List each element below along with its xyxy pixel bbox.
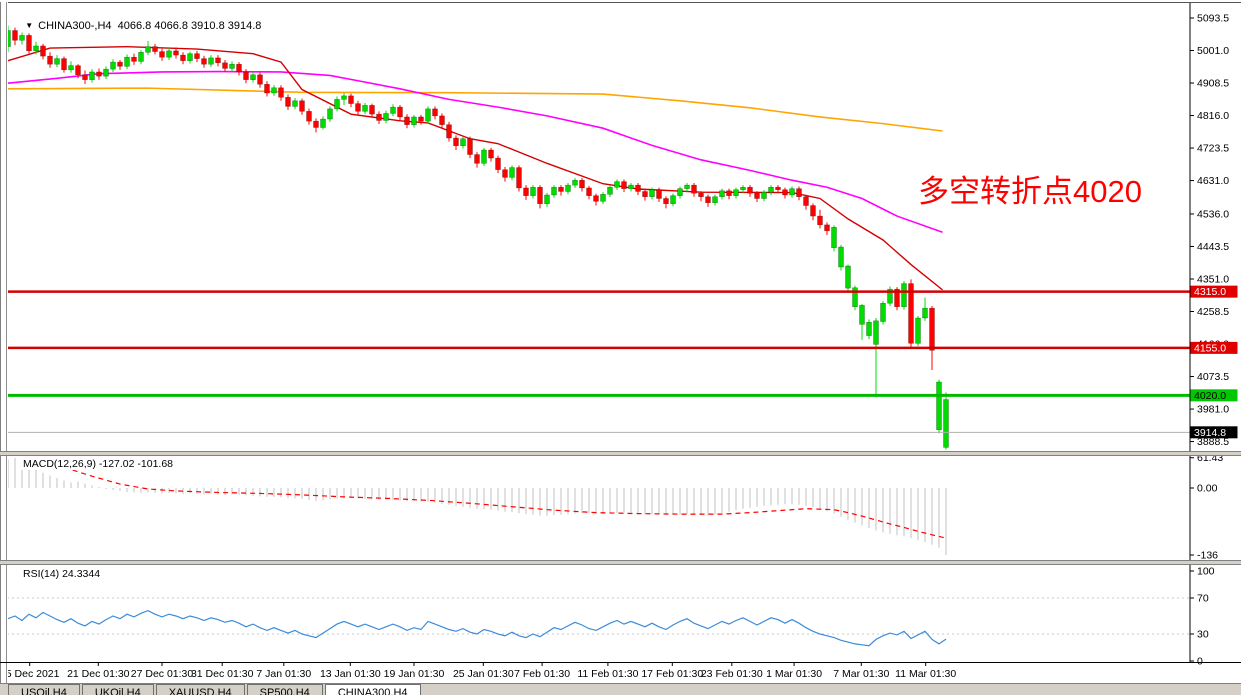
svg-text:7 Feb 01:30: 7 Feb 01:30 <box>514 668 570 680</box>
price-badge-3914.8: 3914.8 <box>1190 426 1238 439</box>
svg-text:-136: -136 <box>1197 549 1218 561</box>
svg-text:0.00: 0.00 <box>1197 483 1218 495</box>
svg-text:15 Dec 2021: 15 Dec 2021 <box>0 668 60 680</box>
pane-bottom-border <box>0 662 1241 663</box>
svg-text:23 Feb 01:30: 23 Feb 01:30 <box>701 668 763 680</box>
macd-histogram <box>7 457 947 555</box>
window-left-frame <box>0 2 8 683</box>
svg-text:4258.5: 4258.5 <box>1197 306 1229 318</box>
rsi-line <box>7 609 947 647</box>
rsi-label: RSI(14) 24.3344 <box>21 568 103 580</box>
pane-splitter-main-macd[interactable] <box>0 451 1241 456</box>
macd-label: MACD(12,26,9) -127.02 -101.68 <box>21 458 175 470</box>
symbol-dropdown-icon[interactable]: ▼ <box>25 21 34 30</box>
tab-bar[interactable]: USOil,H4 UKOil,H4 XAUUSD,H4 SP500,H4 CHI… <box>0 683 1241 695</box>
tab-usoil[interactable]: USOil,H4 <box>8 684 80 695</box>
svg-text:27 Dec 01:30: 27 Dec 01:30 <box>131 668 194 680</box>
svg-text:70: 70 <box>1197 593 1209 605</box>
svg-text:3914.8: 3914.8 <box>1194 427 1226 439</box>
price-badge-4020.0: 4020.0 <box>1190 389 1238 402</box>
svg-text:25 Jan 01:30: 25 Jan 01:30 <box>453 668 514 680</box>
price-axis[interactable]: 5093.5 5001.0 4908.5 4816.0 4723.5 4631.0 4536… <box>1189 2 1229 668</box>
pane-splitter-macd-rsi[interactable] <box>0 560 1241 565</box>
price-badge-4315.0: 4315.0 <box>1190 285 1238 298</box>
title-symbol: CHINA300-,H4 <box>38 20 112 32</box>
svg-text:5093.5: 5093.5 <box>1197 13 1229 25</box>
svg-text:11 Mar 01:30: 11 Mar 01:30 <box>895 668 956 680</box>
price-badge-4155.0: 4155.0 <box>1190 341 1238 354</box>
tab-sp500[interactable]: SP500,H4 <box>246 684 323 695</box>
svg-text:5001.0: 5001.0 <box>1197 45 1229 57</box>
svg-text:30: 30 <box>1197 629 1209 641</box>
svg-text:4816.0: 4816.0 <box>1197 110 1229 122</box>
macd-signal-line <box>28 458 947 539</box>
tab-china300[interactable]: CHINA300,H4 <box>324 684 421 695</box>
svg-text:7 Jan 01:30: 7 Jan 01:30 <box>256 668 311 680</box>
svg-text:3981.0: 3981.0 <box>1197 404 1229 416</box>
svg-text:4020.0: 4020.0 <box>1194 390 1226 402</box>
ma-mid-magenta <box>7 70 943 233</box>
svg-text:4723.5: 4723.5 <box>1197 143 1229 155</box>
ohlc-info[interactable]: ▼ CHINA300-,H4 4066.8 4066.8 3910.8 3914.… <box>13 8 261 44</box>
svg-text:31 Dec 01:30: 31 Dec 01:30 <box>191 668 254 680</box>
window-top-border <box>0 2 1241 3</box>
svg-text:4631.0: 4631.0 <box>1197 175 1229 187</box>
svg-text:3888.5: 3888.5 <box>1197 436 1229 448</box>
svg-text:4536.0: 4536.0 <box>1197 208 1229 220</box>
svg-text:1 Mar 01:30: 1 Mar 01:30 <box>766 668 822 680</box>
svg-text:7 Mar 01:30: 7 Mar 01:30 <box>833 668 889 680</box>
svg-text:100: 100 <box>1197 566 1215 578</box>
tab-ukoil[interactable]: UKOil,H4 <box>81 684 154 695</box>
rsi-levels <box>7 597 1190 635</box>
svg-text:4351.0: 4351.0 <box>1197 273 1229 285</box>
annotation-text[interactable]: 多空转折点4020 <box>918 174 1142 209</box>
svg-text:4155.0: 4155.0 <box>1194 342 1226 354</box>
svg-text:11 Feb 01:30: 11 Feb 01:30 <box>577 668 638 680</box>
title-ohlc-values: 4066.8 4066.8 3910.8 3914.8 <box>117 20 262 32</box>
ma-fast-red <box>7 45 943 291</box>
svg-text:21 Dec 01:30: 21 Dec 01:30 <box>67 668 130 680</box>
svg-text:0: 0 <box>1197 656 1203 668</box>
svg-text:4315.0: 4315.0 <box>1194 286 1226 298</box>
svg-text:19 Jan 01:30: 19 Jan 01:30 <box>384 668 445 680</box>
svg-text:17 Feb 01:30: 17 Feb 01:30 <box>641 668 703 680</box>
ma-slow-orange <box>7 87 943 132</box>
candles-series <box>5 25 949 450</box>
svg-text:4908.5: 4908.5 <box>1197 78 1229 90</box>
svg-text:13 Jan 01:30: 13 Jan 01:30 <box>320 668 381 680</box>
tab-xauusd[interactable]: XAUUSD,H4 <box>155 684 245 695</box>
svg-text:4073.5: 4073.5 <box>1197 371 1229 383</box>
svg-text:4443.5: 4443.5 <box>1197 241 1229 253</box>
